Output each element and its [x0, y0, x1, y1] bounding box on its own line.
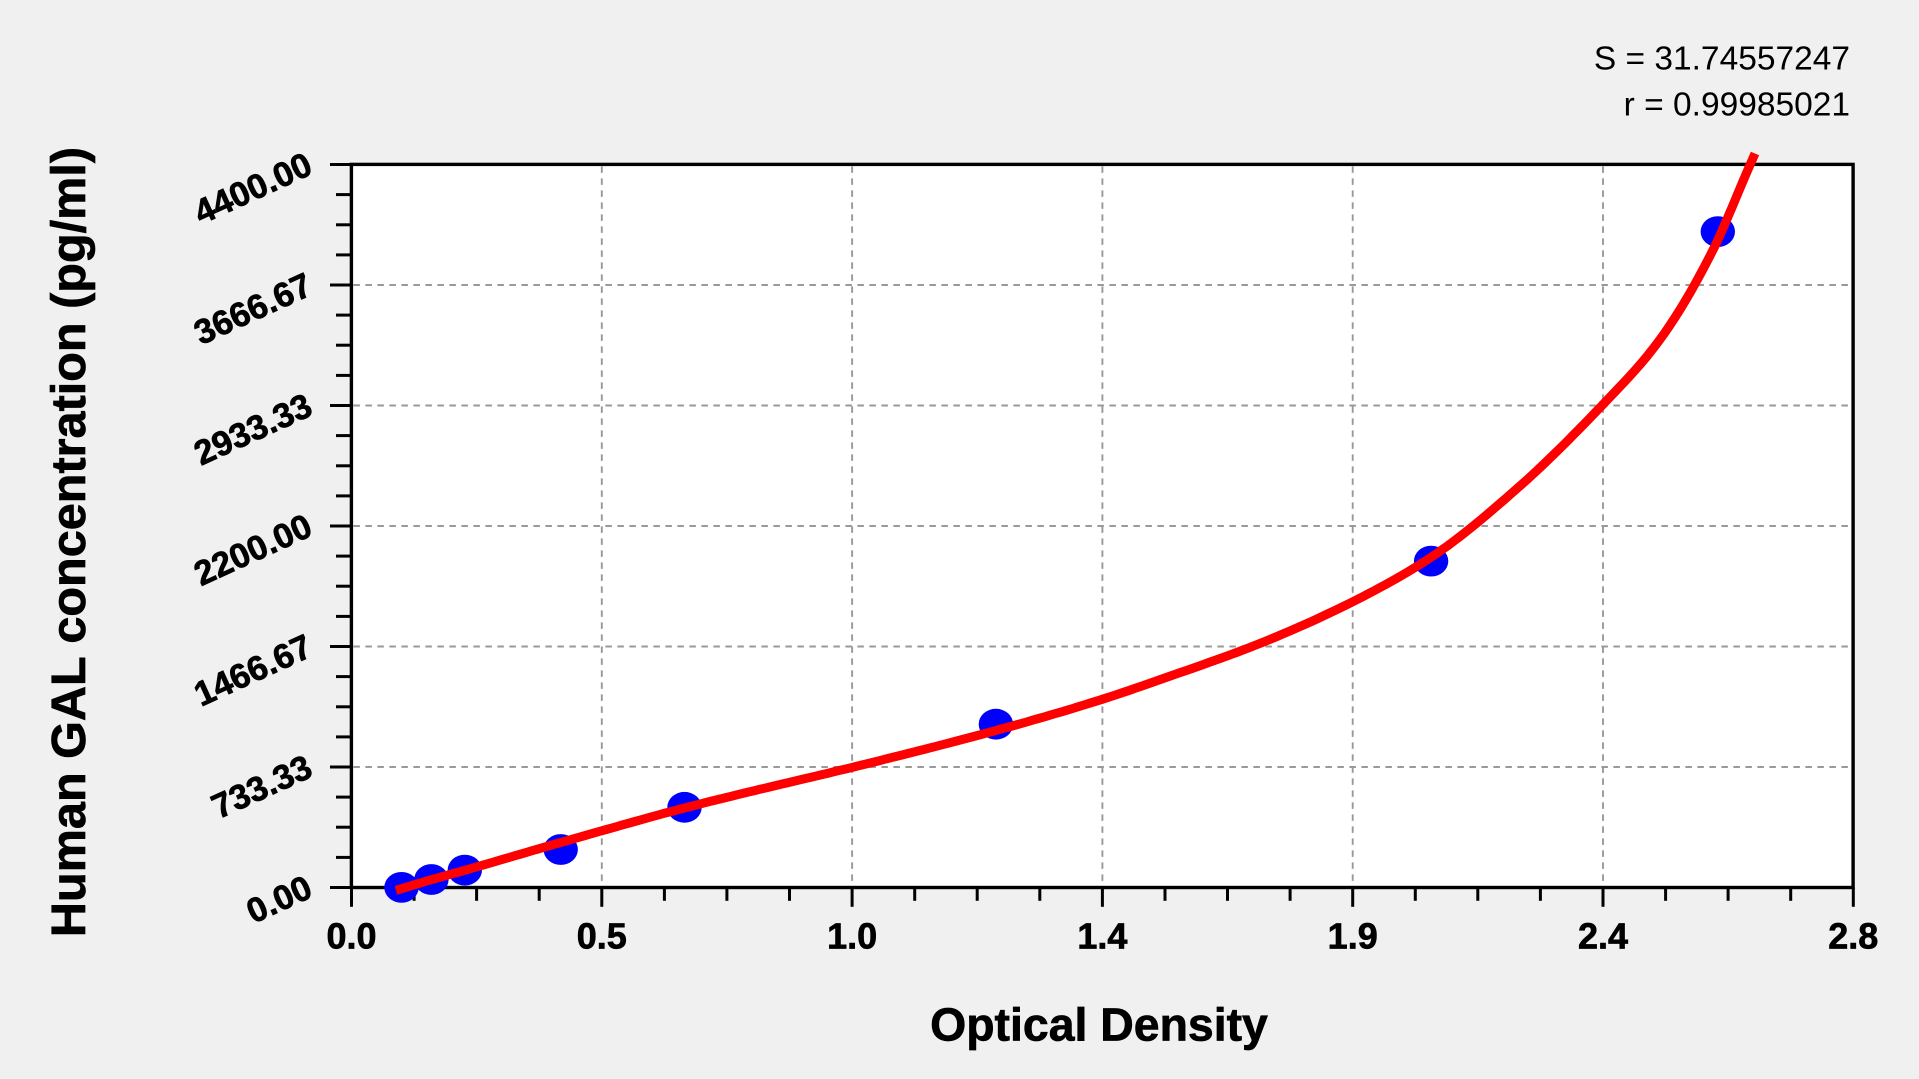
svg-text:S = 31.74557247: S = 31.74557247: [1594, 40, 1850, 77]
svg-text:0.0: 0.0: [326, 916, 376, 957]
svg-text:1.9: 1.9: [1328, 916, 1378, 957]
svg-text:r = 0.99985021: r = 0.99985021: [1624, 87, 1850, 124]
svg-text:2.4: 2.4: [1578, 916, 1628, 957]
svg-text:Human GAL concentration (pg/ml: Human GAL concentration (pg/ml): [42, 147, 96, 937]
svg-text:Optical Density: Optical Density: [930, 999, 1268, 1051]
svg-text:0.5: 0.5: [577, 916, 627, 957]
svg-text:1.4: 1.4: [1077, 916, 1127, 957]
svg-text:2.8: 2.8: [1828, 916, 1878, 957]
svg-text:1.0: 1.0: [827, 916, 877, 957]
